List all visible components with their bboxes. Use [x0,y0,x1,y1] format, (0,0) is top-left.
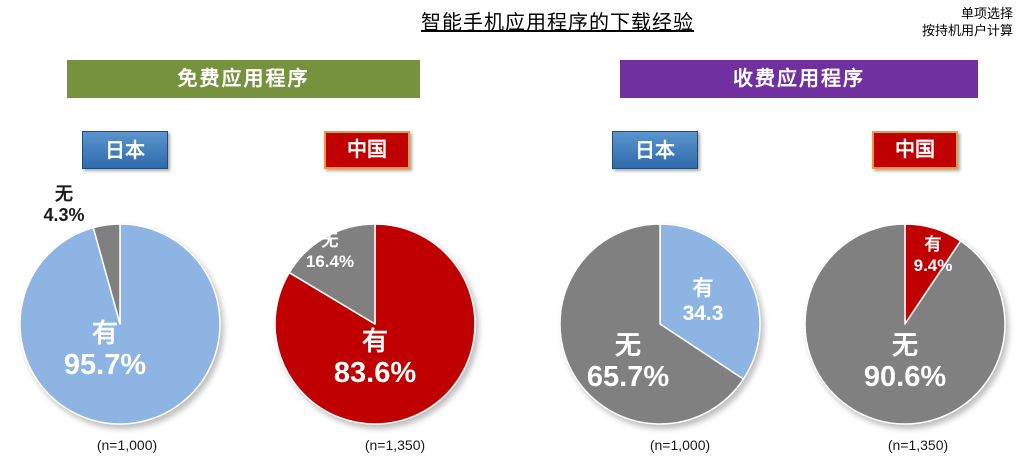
pie-block-japan-free: 无 4.3% 有 95.7% (n=1,000) [14,184,226,468]
sample-size-label: (n=1,350) [364,437,426,453]
tag-china-paid: 中国 [872,131,958,169]
header-free-apps: 免费应用程序 [67,60,420,98]
sample-size-label: (n=1,000) [649,437,711,453]
pie-block-china-free: 无 16.4% 有 83.6% (n=1,350) [269,218,481,468]
slice-label-yes: 有 9.4% [913,235,953,275]
slice-label-no: 无 16.4% [305,231,355,271]
pie-chart-china-paid [804,223,1006,425]
tag-japan-free: 日本 [82,131,168,169]
pie-block-japan-paid: 有 34.3 无 65.7% (n=1,000) [554,218,766,468]
survey-notes: 单项选择 按持机用户计算 [922,5,1013,39]
slice-label-yes: 有 34.3 [682,277,724,325]
header-paid-apps: 收费应用程序 [620,60,978,98]
pie-block-china-paid: 有 9.4% 无 90.6% (n=1,350) [799,218,1011,468]
note-line-1: 单项选择 [960,6,1013,21]
tag-japan-paid: 日本 [612,131,698,169]
slice-label-no: 无 65.7% [586,330,670,393]
slice-label-yes: 有 83.6% [333,326,417,389]
sample-size-label: (n=1,350) [887,437,949,453]
tag-china-free: 中国 [324,131,410,169]
note-line-2: 按持机用户计算 [921,23,1013,38]
pie-chart-japan-free [19,223,221,425]
pie-chart-china-free [274,223,476,425]
slice-label-no: 无 90.6% [863,330,947,393]
slice-label-no: 无 4.3% [43,184,85,225]
sample-size-label: (n=1,000) [96,437,158,453]
pie-chart-japan-paid [559,223,761,425]
page-title: 智能手机应用程序的下载经验 [421,12,694,34]
slice-label-yes: 有 95.7% [63,318,147,381]
